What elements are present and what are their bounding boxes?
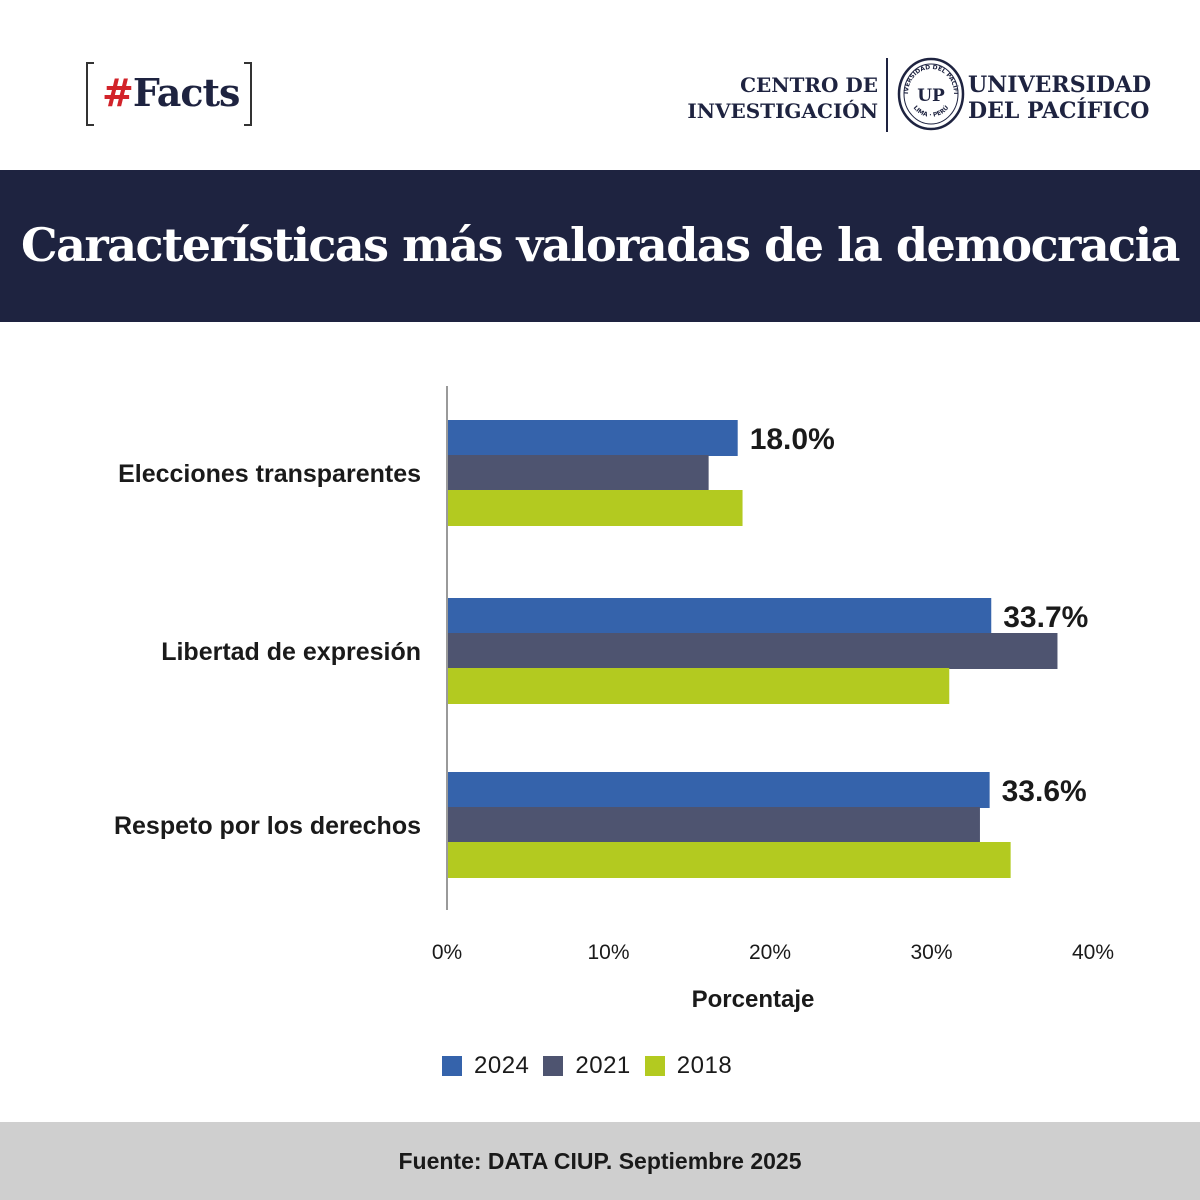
legend-item-2018: 2018 [644, 1052, 733, 1080]
x-tick-label: 10% [587, 941, 629, 964]
x-axis-title: Porcentaje [691, 986, 815, 1013]
legend-swatch [644, 1056, 665, 1076]
logo-divider [886, 58, 888, 132]
brand-word: Facts [132, 70, 241, 115]
svg-text:LIMA · PERÚ: LIMA · PERÚ [912, 104, 951, 119]
legend-swatch [543, 1056, 564, 1076]
x-tick-label: 30% [910, 941, 952, 964]
bar-2021-2 [447, 807, 980, 843]
tick-labels-group: 0% 10% 20% 30% 40% [432, 941, 1114, 964]
seal-monogram: UP [917, 86, 945, 106]
facts-brand: #Facts [86, 62, 252, 128]
university-line-2: DEL PACÍFICO [968, 98, 1150, 124]
university-seal-icon: UNIVERSIDAD DEL PACÍFICO LIMA · PERÚ UP [896, 56, 965, 131]
x-tick-label: 0% [432, 941, 462, 964]
value-labels-group: 18.0% 33.7% 33.6% [750, 423, 1089, 808]
footer: Fuente: DATA CIUP. Septiembre 2025 [0, 1122, 1200, 1200]
title-banner: Características más valoradas de la demo… [0, 170, 1200, 322]
source-note: Fuente: DATA CIUP. Septiembre 2025 [398, 1148, 802, 1174]
legend-label: 2021 [575, 1052, 631, 1079]
category-label: Respeto por los derechos [114, 812, 421, 840]
university-logo: CENTRO DE INVESTIGACIÓN UNIVERSIDAD DEL … [687, 56, 1151, 136]
seal-text-bottom: LIMA · PERÚ [912, 104, 951, 119]
bar-chart: 18.0% 33.7% 33.6% Elecciones transparentes… [114, 386, 1114, 964]
bar-2024-0 [447, 420, 738, 456]
university-name: UNIVERSIDAD DEL PACÍFICO [968, 72, 1151, 124]
category-labels-group: Elecciones transparentes Libertad de expr… [114, 460, 421, 840]
bar-2024-1 [447, 598, 992, 634]
legend-label: 2018 [676, 1052, 733, 1079]
legend: 2024 2021 2018 [442, 1052, 746, 1080]
data-label: 18.0% [750, 423, 835, 456]
bar-2018-0 [447, 490, 743, 526]
bar-2021-1 [447, 633, 1058, 669]
x-tick-label: 20% [749, 941, 791, 964]
category-label: Libertad de expresión [161, 638, 421, 666]
hash-symbol: # [102, 70, 134, 115]
institute-name: CENTRO DE INVESTIGACIÓN [687, 72, 878, 124]
legend-item-2021: 2021 [543, 1052, 630, 1080]
left-bracket [86, 62, 94, 126]
institute-line-1: CENTRO DE [740, 73, 878, 97]
bar-2018-2 [447, 842, 1011, 878]
legend-label: 2024 [474, 1052, 530, 1079]
data-label: 33.7% [1003, 601, 1088, 634]
data-label: 33.6% [1002, 775, 1087, 808]
right-bracket [244, 62, 252, 126]
bar-2024-2 [447, 772, 990, 808]
brand-text: #Facts [102, 70, 241, 115]
x-tick-label: 40% [1072, 941, 1114, 964]
category-label: Elecciones transparentes [118, 460, 421, 488]
bar-2021-0 [447, 455, 709, 491]
legend-swatch [442, 1056, 462, 1076]
chart-title: Características más valoradas de la demo… [21, 218, 1180, 272]
bars-group [447, 420, 1058, 878]
university-line-1: UNIVERSIDAD [968, 72, 1152, 98]
bar-2018-1 [447, 668, 950, 704]
institute-line-2: INVESTIGACIÓN [687, 99, 878, 123]
legend-item-2024: 2024 [442, 1052, 529, 1080]
